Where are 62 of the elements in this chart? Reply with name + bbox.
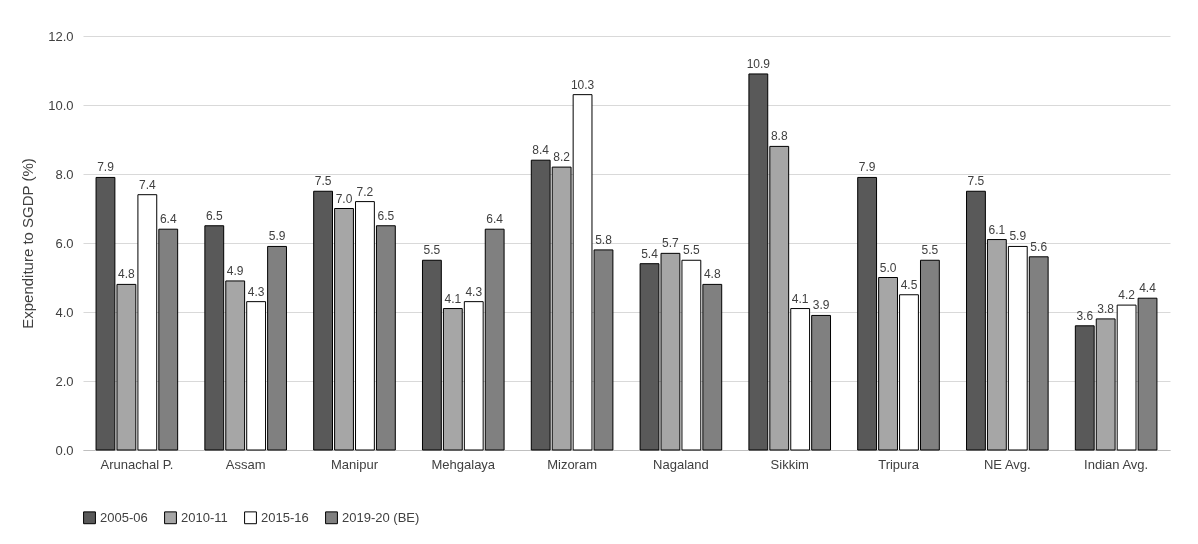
- data-label: 6.4: [486, 212, 504, 227]
- y-tick-label: 2.0: [55, 373, 74, 389]
- legend-label: 2019-20 (BE): [342, 509, 420, 525]
- y-axis-title: Expenditure to SGDP (%): [19, 158, 37, 329]
- data-label: 4.1: [444, 291, 462, 306]
- y-tick-label: 12.0: [48, 28, 74, 44]
- data-label: 8.8: [770, 129, 788, 144]
- data-label: 5.4: [641, 246, 659, 261]
- data-label: 7.9: [97, 160, 115, 175]
- data-label: 4.2: [1118, 288, 1136, 303]
- data-label: 8.2: [553, 150, 571, 165]
- data-label: 3.6: [1076, 308, 1094, 323]
- data-label: 4.3: [247, 284, 265, 299]
- data-label: 10.3: [570, 77, 595, 92]
- data-label: 7.5: [314, 174, 332, 189]
- x-tick-label: Manipur: [330, 456, 379, 472]
- data-label: 7.9: [858, 160, 876, 175]
- data-label: 4.1: [791, 291, 809, 306]
- y-tick-label: 0.0: [55, 442, 74, 458]
- data-label: 3.8: [1097, 301, 1115, 316]
- data-label: 5.7: [662, 236, 680, 251]
- data-label: 4.4: [1139, 281, 1157, 296]
- data-label: 4.9: [226, 263, 244, 278]
- x-tick-label: Nagaland: [653, 456, 709, 472]
- data-label: 5.9: [1009, 229, 1027, 244]
- data-label: 4.8: [118, 267, 136, 282]
- data-label: 7.2: [356, 184, 374, 199]
- data-label: 10.9: [746, 56, 771, 71]
- data-label: 5.5: [423, 243, 441, 258]
- legend-label: 2005-06: [100, 509, 148, 525]
- legend-label: 2015-16: [261, 509, 309, 525]
- data-label: 3.9: [812, 298, 830, 313]
- data-label: 4.8: [703, 267, 721, 282]
- data-label: 5.0: [879, 260, 897, 275]
- y-tick-label: 8.0: [55, 166, 74, 182]
- x-tick-label: Assam: [225, 456, 266, 472]
- data-label: 6.5: [377, 208, 395, 223]
- x-tick-label: Arunachal P.: [100, 456, 174, 472]
- data-label: 4.3: [465, 284, 483, 299]
- x-tick-label: Sikkim: [770, 456, 809, 472]
- data-label: 6.4: [159, 212, 177, 227]
- data-label: 4.5: [900, 277, 918, 292]
- data-label: 7.4: [138, 177, 156, 192]
- y-tick-label: 4.0: [55, 304, 74, 320]
- data-label: 7.0: [335, 191, 353, 206]
- x-tick-label: Tripura: [878, 456, 920, 472]
- x-tick-label: Mehgalaya: [431, 456, 496, 472]
- x-tick-label: Mizoram: [547, 456, 598, 472]
- data-label: 6.1: [988, 222, 1006, 237]
- x-tick-label: NE Avg.: [983, 456, 1031, 472]
- data-label: 5.8: [595, 232, 613, 247]
- data-label: 5.9: [268, 229, 286, 244]
- data-label: 8.4: [532, 143, 550, 158]
- data-label: 6.5: [205, 208, 223, 223]
- data-label: 5.6: [1030, 239, 1048, 254]
- data-label: 5.5: [683, 243, 701, 258]
- x-tick-label: Indian Avg.: [1084, 456, 1149, 472]
- y-tick-label: 6.0: [55, 235, 74, 251]
- y-tick-label: 10.0: [48, 97, 74, 113]
- data-label: 5.5: [921, 243, 939, 258]
- legend-label: 2010-11: [181, 509, 228, 525]
- data-label: 7.5: [967, 174, 985, 189]
